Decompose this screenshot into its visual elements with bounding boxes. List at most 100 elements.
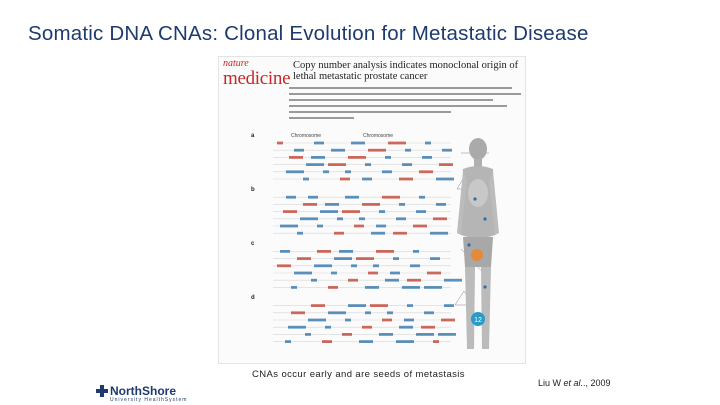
cna-segment [280,224,298,228]
cna-segment [399,203,405,206]
cna-segment [402,163,412,166]
cna-segment [433,217,447,221]
cna-segment [399,325,413,329]
cna-segment [303,203,317,206]
cna-segment [311,304,325,307]
cna-segment [277,141,283,145]
cna-segment [337,217,343,221]
cna-segment [362,325,372,329]
cna-segment [436,203,446,206]
journal-logo: nature medicine [223,58,291,89]
cna-segment [345,170,351,174]
cna-segment [365,163,371,166]
panel-label: d [251,295,255,301]
cna-segment [413,250,419,253]
journal-logo-line1: nature [223,58,249,69]
cna-segment [297,257,311,260]
cna-segment [421,325,435,329]
cna-segment [404,318,414,322]
cna-segment [430,257,440,260]
citation-author: Liu W [538,378,564,388]
cna-segment [371,231,385,235]
article-figure-image: nature medicine Copy number analysis ind… [218,56,526,364]
cna-segment [331,148,345,152]
cna-segment [399,177,413,181]
cna-segment [385,278,399,282]
cna-segment [402,286,420,289]
cna-segment [362,203,380,206]
citation-year: ., 2009 [583,378,611,388]
cna-segment [439,163,453,166]
cna-segment [376,224,386,228]
cna-segment [441,318,455,322]
journal-logo-line2: medicine [223,68,291,89]
cna-segment [413,224,427,228]
cna-segment [382,318,392,322]
citation: Liu W et al.., 2009 [538,378,611,388]
cna-segment [379,333,393,336]
cna-segment [348,304,366,307]
cna-segment [308,318,326,322]
cna-segment [425,141,431,145]
citation-etal: et al. [563,378,584,388]
panel-label: a [251,133,255,139]
panel-label: b [251,187,255,193]
cna-segment [373,264,379,268]
cna-segment [340,177,350,181]
cna-segment [286,195,296,199]
cna-segment [317,250,331,253]
cna-segment [351,141,365,145]
cna-segment [291,311,305,315]
cna-segment [407,304,413,307]
cna-segment [442,148,452,152]
cna-segment [427,271,441,275]
cna-segment [359,340,373,343]
cna-segment [331,271,337,275]
cna-segment [382,170,392,174]
cna-segment [405,148,411,152]
cna-segment [322,340,332,343]
slide-title: Somatic DNA CNAs: Clonal Evolution for M… [28,22,589,45]
cna-segment [285,340,291,343]
cna-segment [325,325,331,329]
cna-segment [311,156,325,159]
cna-segment [393,231,407,235]
cna-segment [376,250,394,253]
cna-segment [359,217,365,221]
cna-segment [382,195,400,199]
cna-segment [396,217,406,221]
cna-segment [407,278,421,282]
cna-segment [368,148,386,152]
cna-segment [286,170,304,174]
cna-segment [351,264,357,268]
cna-segment [328,286,338,289]
cna-segment [436,177,454,181]
cna-segment [289,156,303,159]
copy-number-figure: Chromosome Chromosome a b c d [251,133,490,343]
cna-segment [311,278,317,282]
cna-segment [444,278,462,282]
cna-segment [348,278,358,282]
northshore-logo: NorthShore University HealthSystem [90,384,206,404]
cna-segment [379,210,385,213]
figure-caption: CNAs occur early and are seeds of metast… [252,369,465,380]
author-list-placeholder [289,87,521,123]
cna-segment [317,224,323,228]
cna-segment [277,264,291,268]
cna-segment [356,257,374,260]
cna-segment [303,177,309,181]
cna-segment [390,271,400,275]
cna-segment [354,224,364,228]
cna-segment [342,210,360,213]
cna-segment [297,231,303,235]
cna-segment [348,156,366,159]
figure-marker-label: 12 [474,317,482,324]
cna-segment [433,340,439,343]
cna-segment [438,333,456,336]
cna-segment [393,257,399,260]
cna-segment [328,163,346,166]
cna-segment [320,210,338,213]
cna-segment [334,257,352,260]
logo-subtitle: University HealthSystem [110,397,188,403]
cna-segment [396,340,414,343]
